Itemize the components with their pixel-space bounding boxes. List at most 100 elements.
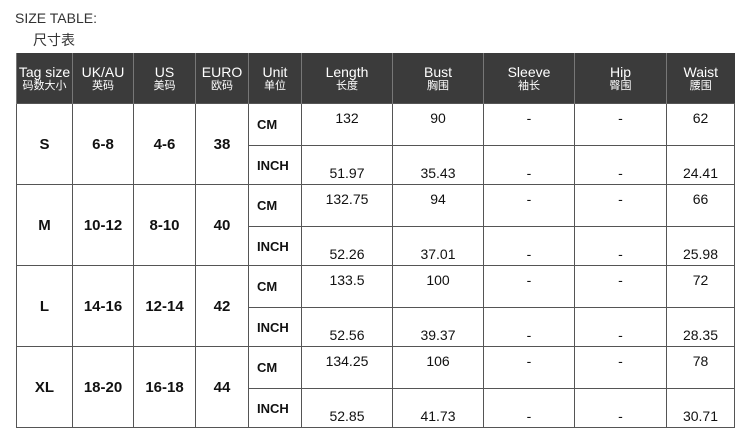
cell-tag: L bbox=[16, 265, 73, 347]
cell-cm: 132.75 bbox=[301, 184, 393, 227]
cell-cm: - bbox=[574, 103, 667, 146]
cell-cm: - bbox=[483, 103, 575, 146]
cell-cm: 133.5 bbox=[301, 265, 393, 308]
header-en: UK/AU bbox=[81, 63, 125, 80]
header-cn: 袖长 bbox=[518, 79, 540, 92]
header-cn: 欧码 bbox=[211, 79, 233, 92]
cell-uk: 18-20 bbox=[72, 346, 134, 428]
cell-inch: 37.01 bbox=[392, 226, 484, 266]
table-row: INCH 51.97 35.43- -24.41 bbox=[17, 145, 735, 185]
cell-cm: 72 bbox=[666, 265, 735, 308]
cell-inch: - bbox=[574, 388, 667, 428]
cell-inch: INCH bbox=[248, 388, 302, 428]
cell-inch: - bbox=[483, 307, 575, 347]
cell-cm: - bbox=[574, 346, 667, 389]
cell-inch: 41.73 bbox=[392, 388, 484, 428]
cell-inch: INCH bbox=[248, 307, 302, 347]
table-row: S 6-8 4-6 38 CM 132 90- -62 bbox=[16, 103, 735, 185]
cell-us: 8-10 bbox=[133, 184, 196, 266]
cell-inch: - bbox=[574, 307, 667, 347]
cell-cm: - bbox=[574, 184, 667, 227]
header-en: Hip bbox=[609, 63, 631, 80]
table-row: XL 18-20 16-18 44 CM 134.25 106- -78 bbox=[16, 346, 735, 428]
cell-tag: XL bbox=[16, 346, 73, 428]
table-row: L 14-16 12-14 42 CM 133.5 100- -72 bbox=[16, 265, 735, 347]
cell-tag: M bbox=[16, 184, 73, 266]
cell-inch: 25.98 bbox=[666, 226, 735, 266]
header-en: Length bbox=[325, 63, 369, 80]
cell-cm: CM bbox=[248, 346, 302, 389]
table-row: INCH 52.26 37.01- -25.98 bbox=[17, 226, 735, 266]
column-header: Tag size 码数大小 bbox=[16, 53, 73, 104]
column-header: Unit 单位 bbox=[248, 53, 302, 104]
cell-cm: - bbox=[483, 265, 575, 308]
cell-cm: 132 bbox=[301, 103, 393, 146]
cell-euro: 42 bbox=[195, 265, 249, 347]
cell-cm: - bbox=[483, 184, 575, 227]
cell-inch: 30.71 bbox=[666, 388, 735, 428]
cell-us: 16-18 bbox=[133, 346, 196, 428]
cell-inch: INCH bbox=[248, 145, 302, 185]
column-header: Hip 臀围 bbox=[574, 53, 667, 104]
header-cn: 长度 bbox=[336, 79, 358, 92]
header-cn: 胸围 bbox=[427, 79, 449, 92]
column-header: Sleeve 袖长 bbox=[483, 53, 575, 104]
cell-cm: - bbox=[483, 346, 575, 389]
column-header: Bust 胸围 bbox=[392, 53, 484, 104]
cell-inch: 52.85 bbox=[301, 388, 393, 428]
header-en: Tag size bbox=[18, 63, 71, 80]
column-header: Length 长度 bbox=[301, 53, 393, 104]
column-header: UK/AU 英码 bbox=[72, 53, 134, 104]
cell-inch: 39.37 bbox=[392, 307, 484, 347]
size-table: Tag size 码数大小 UK/AU 英码 US 美码 EURO 欧码 Unit 单位 Lengt… bbox=[16, 53, 735, 428]
cell-cm: 62 bbox=[666, 103, 735, 146]
cell-inch: 35.43 bbox=[392, 145, 484, 185]
cell-inch: - bbox=[574, 145, 667, 185]
cell-inch: INCH bbox=[248, 226, 302, 266]
cell-inch: - bbox=[574, 226, 667, 266]
cell-inch: - bbox=[483, 145, 575, 185]
header-cn: 单位 bbox=[264, 79, 286, 92]
title: SIZE TABLE: bbox=[15, 10, 97, 26]
cell-inch: 28.35 bbox=[666, 307, 735, 347]
cell-cm: 106 bbox=[392, 346, 484, 389]
cell-cm: CM bbox=[248, 184, 302, 227]
table-row: INCH 52.85 41.73- -30.71 bbox=[17, 388, 735, 428]
cell-inch: 52.56 bbox=[301, 307, 393, 347]
cell-uk: 14-16 bbox=[72, 265, 134, 347]
header-en: Sleeve bbox=[507, 63, 551, 80]
header-en: Unit bbox=[262, 63, 288, 80]
header-cn: 腰围 bbox=[689, 79, 712, 92]
cell-inch: 24.41 bbox=[666, 145, 735, 185]
cell-inch: - bbox=[483, 226, 575, 266]
cell-inch: - bbox=[483, 388, 575, 428]
cell-uk: 6-8 bbox=[72, 103, 134, 185]
cell-cm: 78 bbox=[666, 346, 735, 389]
header-en: US bbox=[154, 63, 175, 80]
cell-cm: 66 bbox=[666, 184, 735, 227]
cell-inch: 51.97 bbox=[301, 145, 393, 185]
cell-us: 12-14 bbox=[133, 265, 196, 347]
cell-cm: 100 bbox=[392, 265, 484, 308]
cell-cm: 94 bbox=[392, 184, 484, 227]
cell-cm: - bbox=[574, 265, 667, 308]
cell-uk: 10-12 bbox=[72, 184, 134, 266]
cell-inch: 52.26 bbox=[301, 226, 393, 266]
cell-euro: 44 bbox=[195, 346, 249, 428]
cell-cm: CM bbox=[248, 265, 302, 308]
cell-cm: CM bbox=[248, 103, 302, 146]
column-header: Waist 腰围 bbox=[666, 53, 735, 104]
header-cn: 臀围 bbox=[609, 79, 632, 92]
header-cn: 码数大小 bbox=[22, 79, 67, 92]
header-cn: 英码 bbox=[92, 79, 114, 92]
cell-euro: 40 bbox=[195, 184, 249, 266]
cell-cm: 90 bbox=[392, 103, 484, 146]
header-cn: 美码 bbox=[153, 79, 176, 92]
header-en: Waist bbox=[683, 63, 718, 80]
header-en: EURO bbox=[201, 63, 243, 80]
cell-euro: 38 bbox=[195, 103, 249, 185]
cell-cm: 134.25 bbox=[301, 346, 393, 389]
column-header: EURO 欧码 bbox=[195, 53, 249, 104]
table-row: M 10-12 8-10 40 CM 132.75 94- -66 bbox=[16, 184, 735, 266]
cell-us: 4-6 bbox=[133, 103, 196, 185]
